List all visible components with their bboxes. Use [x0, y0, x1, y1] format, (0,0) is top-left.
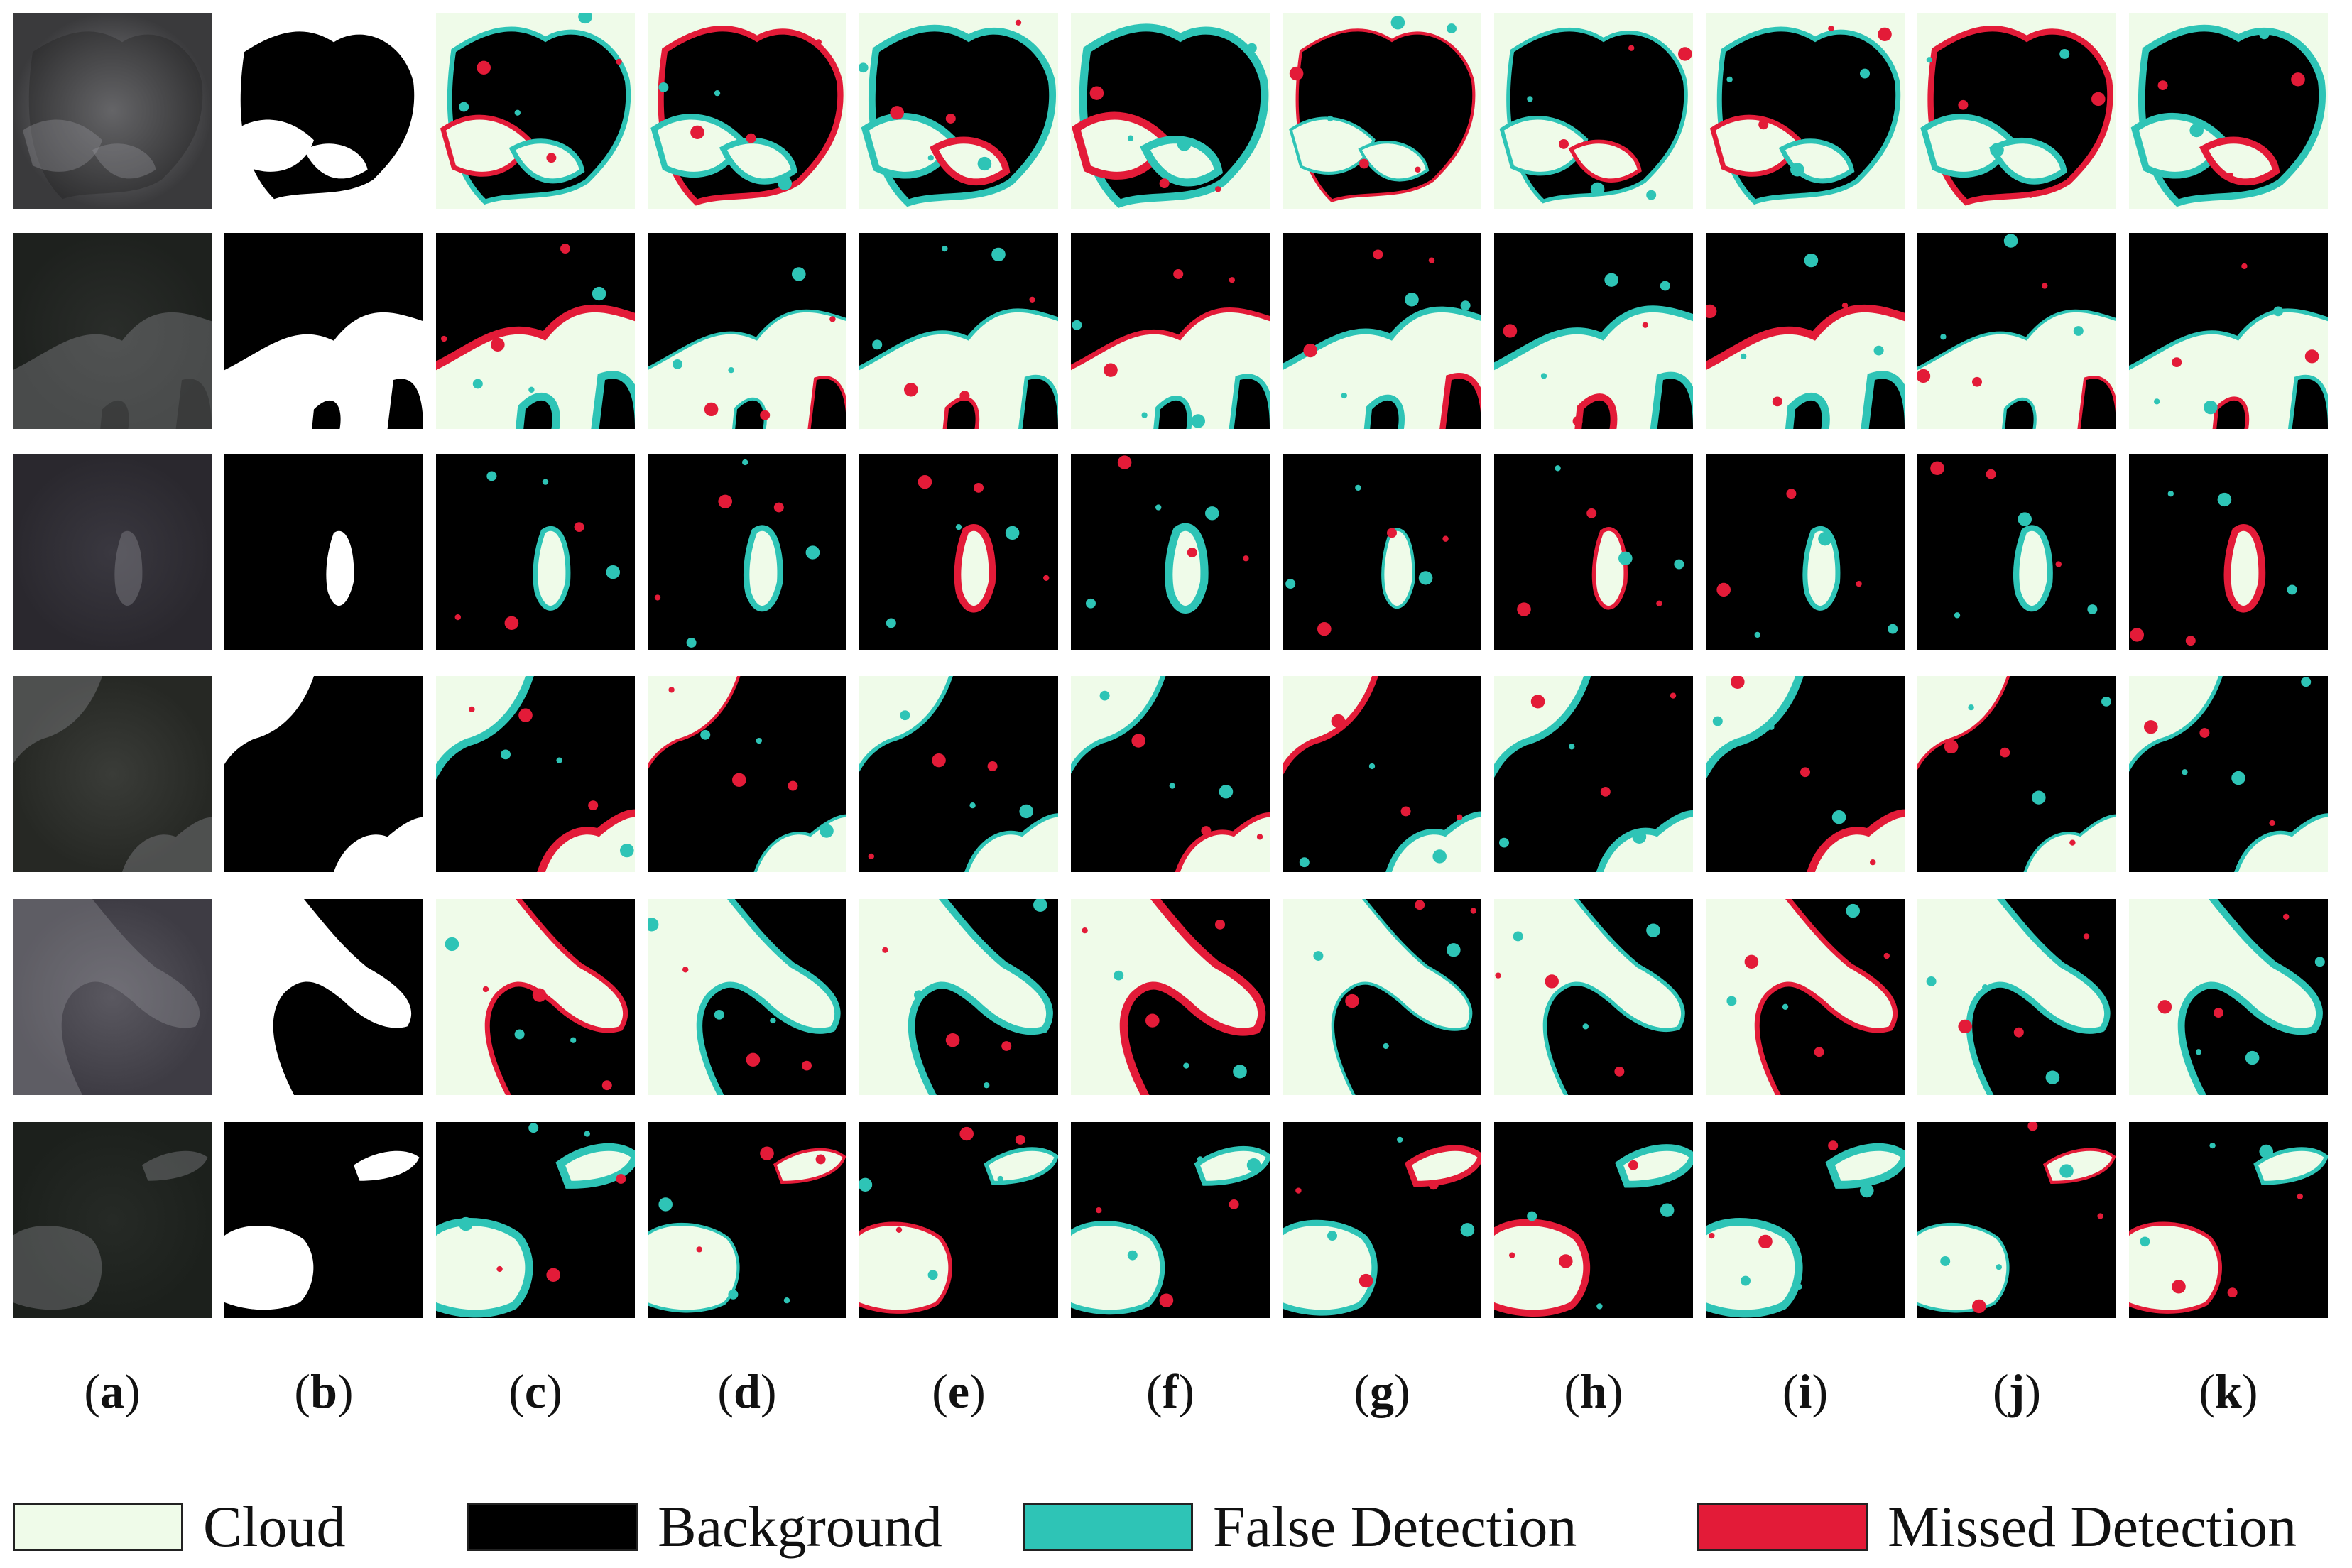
legend-item-background: Background — [467, 1491, 942, 1562]
image-r2-f — [1071, 233, 1270, 429]
false-detection-swatch — [1023, 1503, 1193, 1551]
image-r5-a — [13, 899, 212, 1095]
image-r1-d — [648, 13, 846, 209]
image-r5-e — [859, 899, 1058, 1095]
legend-item-cloud: Cloud — [13, 1491, 345, 1562]
image-r6-b — [224, 1122, 423, 1318]
column-label-i: (i) — [1782, 1364, 1829, 1418]
column-label-c: (c) — [508, 1364, 562, 1418]
image-r4-h — [1494, 676, 1693, 872]
image-r5-f — [1071, 899, 1270, 1095]
column-label-h: (h) — [1564, 1364, 1623, 1418]
column-label-b: (b) — [294, 1364, 354, 1418]
image-r3-e — [859, 454, 1058, 650]
background-swatch — [467, 1503, 638, 1551]
image-r3-h — [1494, 454, 1693, 650]
image-r2-d — [648, 233, 846, 429]
image-r4-k — [2129, 676, 2328, 872]
result-grid — [13, 13, 2328, 1318]
image-r1-i — [1706, 13, 1905, 209]
image-r6-g — [1283, 1122, 1481, 1318]
image-r5-k — [2129, 899, 2328, 1095]
cloud-swatch — [13, 1503, 183, 1551]
image-r6-d — [648, 1122, 846, 1318]
image-r5-g — [1283, 899, 1481, 1095]
image-r5-b — [224, 899, 423, 1095]
image-r4-c — [436, 676, 635, 872]
image-r5-c — [436, 899, 635, 1095]
image-r6-e — [859, 1122, 1058, 1318]
image-r3-f — [1071, 454, 1270, 650]
image-r6-h — [1494, 1122, 1693, 1318]
image-r2-g — [1283, 233, 1481, 429]
image-r1-f — [1071, 13, 1270, 209]
image-r2-h — [1494, 233, 1693, 429]
image-r5-i — [1706, 899, 1905, 1095]
image-r2-j — [1917, 233, 2116, 429]
column-label-e: (e) — [932, 1364, 986, 1418]
image-r3-j — [1917, 454, 2116, 650]
image-r4-j — [1917, 676, 2116, 872]
legend-item-missed-detection: Missed Detection — [1697, 1491, 2297, 1562]
image-r5-d — [648, 899, 846, 1095]
column-label-a: (a) — [84, 1364, 141, 1418]
image-r1-j — [1917, 13, 2116, 209]
image-r2-i — [1706, 233, 1905, 429]
image-r2-c — [436, 233, 635, 429]
image-r3-c — [436, 454, 635, 650]
image-r4-d — [648, 676, 846, 872]
image-r2-a — [13, 233, 212, 429]
image-r6-i — [1706, 1122, 1905, 1318]
image-r2-e — [859, 233, 1058, 429]
legend-label-background: Background — [658, 1494, 942, 1559]
image-r3-i — [1706, 454, 1905, 650]
image-r6-j — [1917, 1122, 2116, 1318]
image-r1-b — [224, 13, 423, 209]
image-r5-j — [1917, 899, 2116, 1095]
image-r4-e — [859, 676, 1058, 872]
legend-item-false-detection: False Detection — [1023, 1491, 1577, 1562]
legend-label-false-detection: False Detection — [1213, 1494, 1577, 1559]
legend-label-cloud: Cloud — [203, 1494, 346, 1559]
image-r1-k — [2129, 13, 2328, 209]
image-r1-c — [436, 13, 635, 209]
image-r1-g — [1283, 13, 1481, 209]
image-r3-a — [13, 454, 212, 650]
image-r4-f — [1071, 676, 1270, 872]
legend-label-missed-detection: Missed Detection — [1888, 1494, 2297, 1559]
image-r3-k — [2129, 454, 2328, 650]
image-r6-c — [436, 1122, 635, 1318]
column-label-d: (d) — [717, 1364, 777, 1418]
image-r2-b — [224, 233, 423, 429]
image-r3-b — [224, 454, 423, 650]
image-r2-k — [2129, 233, 2328, 429]
image-r4-a — [13, 676, 212, 872]
image-r1-a — [13, 13, 212, 209]
column-label-g: (g) — [1354, 1364, 1410, 1418]
image-r4-i — [1706, 676, 1905, 872]
column-label-k: (k) — [2199, 1364, 2258, 1418]
image-r6-a — [13, 1122, 212, 1318]
image-r6-k — [2129, 1122, 2328, 1318]
image-r6-f — [1071, 1122, 1270, 1318]
image-r1-e — [859, 13, 1058, 209]
image-r5-h — [1494, 899, 1693, 1095]
image-r4-b — [224, 676, 423, 872]
image-r3-g — [1283, 454, 1481, 650]
image-r1-h — [1494, 13, 1693, 209]
column-label-f: (f) — [1146, 1364, 1194, 1418]
legend: Cloud Background False Detection Missed … — [0, 1491, 2352, 1562]
image-r4-g — [1283, 676, 1481, 872]
image-r3-d — [648, 454, 846, 650]
missed-detection-swatch — [1697, 1503, 1868, 1551]
column-label-j: (j) — [1993, 1364, 2041, 1418]
